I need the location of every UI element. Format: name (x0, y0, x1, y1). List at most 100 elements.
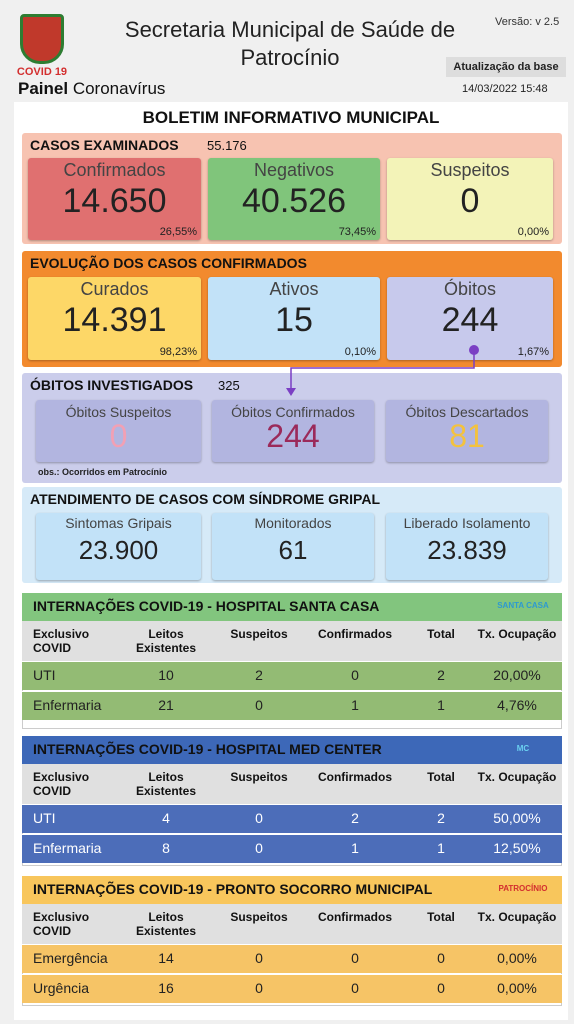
table-cell: Enfermaria (33, 697, 102, 713)
section-title: ÓBITOS INVESTIGADOS (30, 377, 194, 393)
card: Óbitos Confirmados 244 (212, 400, 374, 462)
table-logo: PATROCÍNIO (498, 884, 548, 893)
card-value: 23.900 (78, 535, 159, 565)
column-header: Confirmados (317, 627, 392, 641)
card-pct: 1,67% (517, 346, 549, 358)
card-value: 0 (460, 182, 480, 220)
card-label: Suspeitos (430, 160, 510, 180)
card-label: Liberado Isolamento (403, 515, 531, 531)
column-header: Leitos Existentes (135, 770, 197, 798)
table-cell: 2 (437, 667, 445, 683)
card: Óbitos Suspeitos 0 (36, 400, 201, 462)
table-cell: 0 (351, 980, 359, 996)
card-label: Óbitos Suspeitos (65, 404, 172, 420)
table-cell: 14 (158, 950, 174, 966)
card: Monitorados 61 (212, 513, 374, 580)
column-header: Tx. Ocupação (477, 770, 557, 784)
panel-rest: Coronavírus (72, 79, 166, 98)
column-header: Tx. Ocupação (477, 627, 557, 641)
header-title: Secretaria Municipal de Saúde de Patrocí… (124, 17, 456, 70)
column-header: Tx. Ocupação (477, 910, 557, 924)
card: Suspeitos 0 0,00% (387, 158, 553, 240)
card-value: 14.391 (62, 301, 167, 339)
column-header: Leitos Existentes (135, 627, 197, 655)
table-row (22, 691, 562, 720)
table-cell: 16 (158, 980, 174, 996)
table-row (22, 834, 562, 863)
column-header: Total (427, 627, 455, 641)
update-date: 14/03/2022 15:48 (462, 83, 548, 95)
panel-title: Painel Coronavírus (18, 79, 165, 99)
table-cell: Enfermaria (33, 840, 102, 856)
card-value: 14.650 (62, 182, 167, 220)
section-title: EVOLUÇÃO DOS CASOS CONFIRMADOS (30, 255, 307, 271)
table-cell: 12,50% (493, 840, 541, 856)
table-cell: 0 (255, 980, 263, 996)
card: Negativos 40.526 73,45% (208, 158, 380, 240)
table-cell: 0 (351, 950, 359, 966)
table-cell: 0 (255, 697, 263, 713)
table-cell: Emergência (33, 950, 108, 966)
logo (20, 14, 64, 64)
table-cell: UTI (33, 667, 56, 683)
table-cell: 50,00% (493, 810, 541, 826)
card-label: Óbitos Descartados (405, 404, 529, 420)
table-title-bar (22, 593, 562, 621)
table-row (22, 944, 562, 973)
table-header-row (22, 764, 562, 804)
note: obs.: Ocorridos em Patrocínio (38, 467, 168, 477)
card: Óbitos Descartados 81 (386, 400, 548, 462)
table-cell: 21 (158, 697, 174, 713)
card-value: 244 (441, 301, 499, 339)
table-row (22, 661, 562, 690)
table-logo: SANTA CASA (497, 601, 549, 610)
column-header: Suspeitos (230, 910, 288, 924)
table-cell: 0 (437, 950, 445, 966)
column-header: Leitos Existentes (135, 910, 197, 938)
column-header: Suspeitos (230, 770, 288, 784)
card-value: 40.526 (242, 182, 346, 220)
table-cell: 0 (437, 980, 445, 996)
table-cell: UTI (33, 810, 56, 826)
table-title-bar (22, 876, 562, 904)
table-cell: 0,00% (497, 980, 537, 996)
card-value: 15 (275, 301, 313, 339)
table-cell: 4 (162, 810, 170, 826)
card-value: 81 (449, 418, 485, 454)
card-value: 0 (109, 418, 128, 454)
card-label: Negativos (253, 160, 335, 180)
table-title: INTERNAÇÕES COVID-19 - PRONTO SOCORRO MU… (33, 881, 433, 897)
section-title: CASOS EXAMINADOS (30, 137, 179, 153)
card: Liberado Isolamento 23.839 (386, 513, 548, 580)
table-cell: 4,76% (497, 697, 537, 713)
card-pct: 73,45% (338, 226, 376, 238)
card-label: Óbitos Confirmados (231, 404, 355, 420)
table-cell: 2 (437, 810, 445, 826)
table-cell: 1 (351, 840, 359, 856)
card: Sintomas Gripais 23.900 (36, 513, 201, 580)
table-cell: 20,00% (493, 667, 541, 683)
table-cell: 1 (351, 697, 359, 713)
column-header: Total (427, 770, 455, 784)
table-cell: 0 (255, 840, 263, 856)
table-cell: 10 (158, 667, 174, 683)
table-cell: 0 (255, 950, 263, 966)
logo-caption: COVID 19 (16, 66, 68, 78)
card: Curados 14.391 98,23% (28, 277, 201, 360)
section-title: ATENDIMENTO DE CASOS COM SÍNDROME GRIPAL (30, 491, 381, 507)
table-cell: 0 (351, 667, 359, 683)
column-header: Confirmados (317, 910, 392, 924)
card-label: Monitorados (254, 515, 332, 531)
column-header: Exclusivo COVID (33, 627, 90, 655)
table-header-row (22, 621, 562, 661)
card-pct: 98,23% (159, 346, 197, 358)
table-header-row (22, 904, 562, 944)
table-cell: 2 (255, 667, 263, 683)
table-row (22, 974, 562, 1003)
card-value: 244 (266, 418, 320, 454)
card-label: Ativos (269, 279, 319, 299)
column-header: Suspeitos (230, 627, 288, 641)
card-value: 23.839 (427, 535, 507, 565)
card: Óbitos 244 1,67% (387, 277, 553, 360)
